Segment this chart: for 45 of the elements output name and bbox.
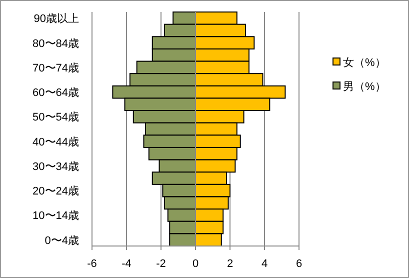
bar xyxy=(195,73,264,86)
bar xyxy=(195,48,250,62)
bar xyxy=(112,85,196,99)
x-tick-label: 0 xyxy=(192,258,199,270)
bar xyxy=(195,98,270,112)
bar xyxy=(195,12,238,25)
x-tick-label: 2 xyxy=(226,258,234,270)
bar xyxy=(124,98,196,112)
y-tick-label: 90歳以上 xyxy=(34,12,79,26)
bar xyxy=(195,110,244,124)
y-tick-label: 30〜34歳 xyxy=(32,160,79,173)
bar xyxy=(152,36,196,50)
bar xyxy=(195,172,228,185)
bar xyxy=(152,48,196,62)
y-tick-label: 20〜24歳 xyxy=(32,184,79,198)
y-tick-label: 50〜54歳 xyxy=(32,110,79,124)
bar xyxy=(195,196,229,210)
bar xyxy=(148,146,196,160)
y-tick-label: 60〜64歳 xyxy=(32,86,79,100)
x-tick-label: 4 xyxy=(261,258,268,270)
bar xyxy=(143,134,196,148)
bar xyxy=(152,172,196,185)
bar xyxy=(195,36,255,50)
x-tick-label: -4 xyxy=(122,258,132,270)
x-tick-label: -6 xyxy=(87,258,97,270)
bar xyxy=(164,196,196,210)
y-tick-label: 10〜14歳 xyxy=(32,209,79,222)
legend-label: 男（%） xyxy=(343,81,386,93)
y-tick-label: 80〜84歳 xyxy=(32,36,79,50)
bar xyxy=(195,208,224,222)
y-tick-label: 40〜44歳 xyxy=(32,135,79,148)
bar xyxy=(129,73,196,86)
bar xyxy=(195,85,286,99)
bar xyxy=(195,233,222,246)
x-tick-label: -2 xyxy=(156,258,166,270)
bar xyxy=(169,233,196,246)
y-tick-label: 70〜74歳 xyxy=(32,61,79,74)
legend-label: 女（%） xyxy=(343,57,386,69)
bar xyxy=(172,12,196,25)
bar xyxy=(195,146,238,160)
y-tick-label: 0〜4歳 xyxy=(44,234,79,247)
bar xyxy=(195,134,241,148)
bar xyxy=(167,208,196,222)
x-tick-label: 6 xyxy=(296,258,302,270)
bar xyxy=(132,110,196,124)
